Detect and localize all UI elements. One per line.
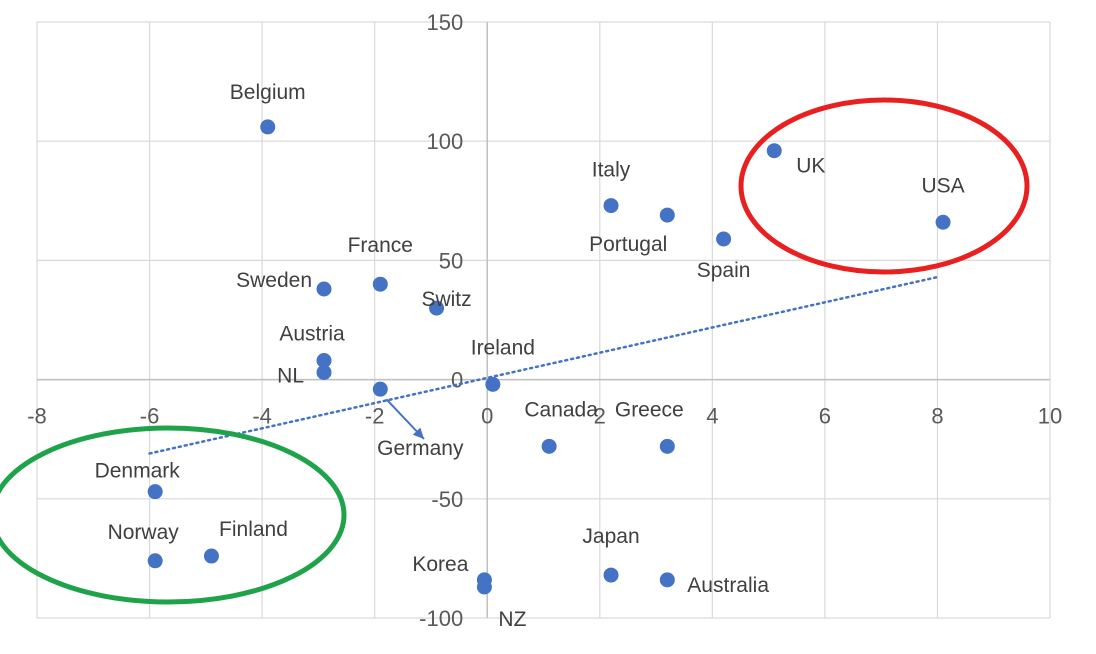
- point-canada: [541, 438, 557, 454]
- point-belgium: [260, 119, 276, 135]
- label-spain: Spain: [697, 259, 751, 282]
- label-greece: Greece: [615, 398, 684, 421]
- y-tick-label: -100: [419, 606, 463, 631]
- point-sweden: [316, 281, 332, 297]
- point-denmark: [147, 484, 163, 500]
- x-tick-label: 10: [1038, 404, 1062, 429]
- red-ellipse: [738, 97, 1030, 275]
- label-uk: UK: [796, 155, 825, 178]
- label-nl: NL: [277, 364, 304, 387]
- label-norway: Norway: [108, 521, 180, 544]
- point-australia: [659, 572, 675, 588]
- label-belgium: Belgium: [230, 81, 306, 104]
- point-greece: [659, 438, 675, 454]
- point-france: [372, 276, 388, 292]
- label-denmark: Denmark: [95, 460, 181, 483]
- label-japan: Japan: [582, 525, 639, 548]
- point-usa: [935, 214, 951, 230]
- x-tick-label: 6: [819, 404, 831, 429]
- x-tick-label: -6: [140, 404, 160, 429]
- point-nl: [316, 364, 332, 380]
- y-tick-label: 50: [439, 248, 463, 273]
- y-tick-label: 150: [427, 10, 464, 35]
- label-austria: Austria: [279, 323, 345, 346]
- germany-arrowhead: [412, 427, 424, 439]
- label-korea: Korea: [412, 553, 468, 576]
- annotations: [0, 97, 1030, 605]
- label-france: France: [348, 234, 413, 257]
- point-spain: [716, 231, 732, 247]
- x-tick-label: 8: [931, 404, 943, 429]
- data-points: [147, 119, 951, 595]
- x-tick-label: -4: [252, 404, 272, 429]
- x-tick-label: 0: [481, 404, 493, 429]
- point-labels: Belgium UK Italy Portugal USA Spain France Swed…: [95, 81, 965, 631]
- point-italy: [603, 198, 619, 214]
- label-australia: Australia: [687, 574, 769, 597]
- trendline: [148, 275, 939, 455]
- gridlines: [36, 21, 1051, 619]
- label-usa: USA: [921, 174, 964, 197]
- label-nz: NZ: [498, 608, 526, 631]
- point-portugal: [659, 207, 675, 223]
- label-finland: Finland: [219, 518, 288, 541]
- x-tick-label: 4: [706, 404, 718, 429]
- x-tick-label: -2: [365, 404, 385, 429]
- trendline: [148, 275, 939, 455]
- point-nz: [476, 579, 492, 595]
- point-japan: [603, 567, 619, 583]
- green-ellipse: [0, 425, 347, 605]
- label-canada: Canada: [524, 398, 598, 421]
- label-portugal: Portugal: [589, 233, 667, 256]
- label-switz: Switz: [421, 288, 471, 311]
- y-tick-label: -50: [431, 487, 463, 512]
- y-tick-label: 0: [451, 368, 463, 393]
- label-italy: Italy: [592, 159, 631, 182]
- point-germany: [372, 381, 388, 397]
- point-austria: [316, 353, 332, 369]
- x-tick-label: -8: [27, 404, 47, 429]
- x-tick-label: 2: [594, 404, 606, 429]
- axes: [37, 22, 1050, 618]
- point-switz: [429, 300, 445, 316]
- tick-labels: -8 -6 -4 -2 0 2 4 6 8 10 150 100 50 0 -50 -100: [27, 10, 1062, 631]
- point-norway: [147, 553, 163, 569]
- label-ireland: Ireland: [471, 336, 535, 359]
- point-finland: [203, 548, 219, 564]
- point-uk: [766, 143, 782, 159]
- y-tick-label: 100: [427, 129, 464, 154]
- label-sweden: Sweden: [236, 269, 312, 292]
- point-ireland: [485, 376, 501, 392]
- label-germany: Germany: [377, 437, 464, 460]
